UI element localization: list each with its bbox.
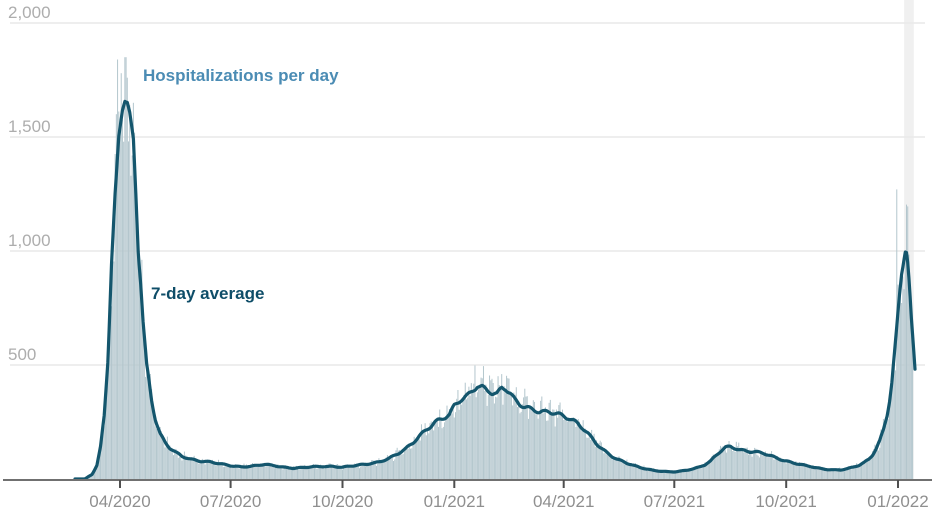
series-label-hospitalizations-per-day: Hospitalizations per day	[143, 66, 339, 85]
x-axis-label-04-2020: 04/2020	[89, 492, 151, 511]
gridlines	[10, 22, 925, 366]
x-axis-label-01-2022: 01/2022	[867, 492, 929, 511]
y-axis-label-500: 500	[8, 345, 37, 364]
x-axis-label-10-2021: 10/2021	[755, 492, 817, 511]
daily-bars-series	[85, 57, 914, 480]
recent-data-band	[904, 0, 914, 479]
series-label-7-day-average: 7-day average	[151, 284, 265, 303]
x-axis-label-10-2020: 10/2020	[311, 492, 374, 511]
x-axis-label-07-2020: 07/2020	[199, 492, 262, 511]
x-axis-label-07-2021: 07/2021	[643, 492, 706, 511]
y-axis-label-1500: 1,500	[8, 117, 51, 136]
x-axis-label-01-2021: 01/2021	[423, 492, 486, 511]
x-axis-label-04-2021: 04/2021	[532, 492, 595, 511]
y-axis-label-1000: 1,000	[8, 231, 51, 250]
seven-day-average-line	[73, 99, 917, 481]
y-axis-label-2000: 2,000	[8, 3, 51, 22]
x-axis-ticks	[119, 480, 899, 488]
